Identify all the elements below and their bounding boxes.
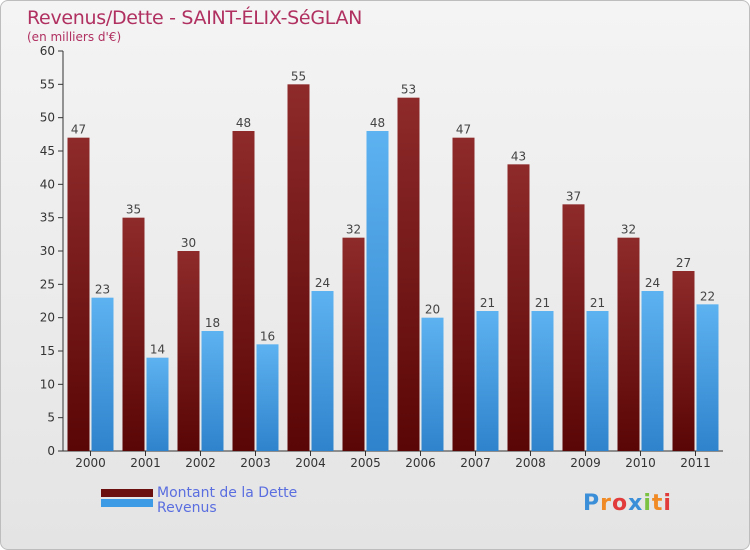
x-tick-label: 2004 xyxy=(295,456,326,470)
x-tick-label: 2001 xyxy=(130,456,161,470)
bar-dette xyxy=(287,84,310,451)
bar-dette xyxy=(672,271,695,451)
legend-label-revenus: Revenus xyxy=(157,500,217,516)
y-tick-label: 0 xyxy=(47,444,55,458)
legend-swatch-dette xyxy=(101,489,153,497)
bar-revenus xyxy=(366,131,389,451)
bar-dette xyxy=(122,217,145,451)
y-tick-label: 15 xyxy=(40,344,55,358)
chart-subtitle: (en milliers d'€) xyxy=(27,30,122,44)
y-tick-label: 35 xyxy=(40,211,55,225)
value-label-revenus: 24 xyxy=(645,276,660,290)
value-label-revenus: 14 xyxy=(150,343,165,357)
value-label-dette: 47 xyxy=(71,123,86,137)
y-tick-label: 60 xyxy=(40,44,55,58)
bar-revenus xyxy=(586,311,609,451)
value-label-revenus: 21 xyxy=(590,296,605,310)
y-tick-label: 55 xyxy=(40,77,55,91)
value-label-dette: 37 xyxy=(566,189,581,203)
y-tick-label: 45 xyxy=(40,144,55,158)
value-label-revenus: 20 xyxy=(425,303,440,317)
x-tick-label: 2002 xyxy=(185,456,216,470)
value-label-revenus: 16 xyxy=(260,329,275,343)
x-tick-label: 2008 xyxy=(515,456,546,470)
value-label-revenus: 24 xyxy=(315,276,330,290)
y-tick-label: 40 xyxy=(40,177,55,191)
bar-dette xyxy=(397,97,420,452)
bar-revenus xyxy=(641,291,664,451)
value-label-dette: 35 xyxy=(126,203,141,217)
y-tick-label: 20 xyxy=(40,311,55,325)
value-label-dette: 48 xyxy=(236,116,251,130)
bar-revenus xyxy=(696,304,719,451)
logo-letter: P xyxy=(583,491,601,516)
value-label-revenus: 48 xyxy=(370,116,385,130)
value-label-dette: 27 xyxy=(676,256,691,270)
bar-dette xyxy=(562,204,585,451)
bar-revenus xyxy=(256,344,279,451)
value-label-dette: 43 xyxy=(511,149,526,163)
proxiti-logo: Proxiti xyxy=(583,491,672,516)
bar-revenus xyxy=(201,331,224,451)
bar-dette xyxy=(342,237,365,451)
bar-revenus xyxy=(311,291,334,451)
logo-letter: t xyxy=(651,491,664,516)
x-tick-label: 2000 xyxy=(75,456,106,470)
legend-swatch-revenus xyxy=(101,499,153,507)
bar-revenus xyxy=(531,311,554,451)
y-tick-label: 25 xyxy=(40,277,55,291)
y-tick-label: 10 xyxy=(40,377,55,391)
y-tick-label: 50 xyxy=(40,111,55,125)
x-tick-label: 2010 xyxy=(625,456,656,470)
value-label-revenus: 21 xyxy=(480,296,495,310)
x-tick-label: 2006 xyxy=(405,456,436,470)
value-label-dette: 47 xyxy=(456,123,471,137)
bar-dette xyxy=(177,251,200,451)
chart-title: Revenus/Dette - SAINT-ÉLIX-SéGLAN xyxy=(27,7,363,29)
bar-revenus xyxy=(476,311,499,451)
bar-dette xyxy=(67,137,90,451)
value-label-dette: 53 xyxy=(401,83,416,97)
y-tick-label: 30 xyxy=(40,244,55,258)
value-label-revenus: 21 xyxy=(535,296,550,310)
bar-dette xyxy=(232,131,255,451)
y-tick-label: 5 xyxy=(47,411,55,425)
logo-letter: i xyxy=(643,491,652,516)
value-label-dette: 32 xyxy=(346,223,361,237)
value-label-revenus: 22 xyxy=(700,289,715,303)
bar-dette xyxy=(452,137,475,451)
value-label-revenus: 23 xyxy=(95,283,110,297)
bar-revenus xyxy=(91,297,114,451)
x-tick-label: 2007 xyxy=(460,456,491,470)
bar-dette xyxy=(617,237,640,451)
value-label-revenus: 18 xyxy=(205,316,220,330)
x-tick-label: 2009 xyxy=(570,456,601,470)
value-label-dette: 55 xyxy=(291,69,306,83)
bar-revenus xyxy=(146,357,169,451)
logo-letter: r xyxy=(600,491,612,516)
bar-dette xyxy=(507,164,530,452)
legend-label-dette: Montant de la Dette xyxy=(157,485,298,501)
x-tick-label: 2005 xyxy=(350,456,381,470)
logo-letter: o xyxy=(611,491,629,516)
value-label-dette: 32 xyxy=(621,223,636,237)
logo-letter: i xyxy=(663,491,672,516)
logo-letter: x xyxy=(628,491,644,516)
x-tick-label: 2003 xyxy=(240,456,271,470)
bar-revenus xyxy=(421,317,444,451)
x-tick-label: 2011 xyxy=(680,456,711,470)
value-label-dette: 30 xyxy=(181,236,196,250)
